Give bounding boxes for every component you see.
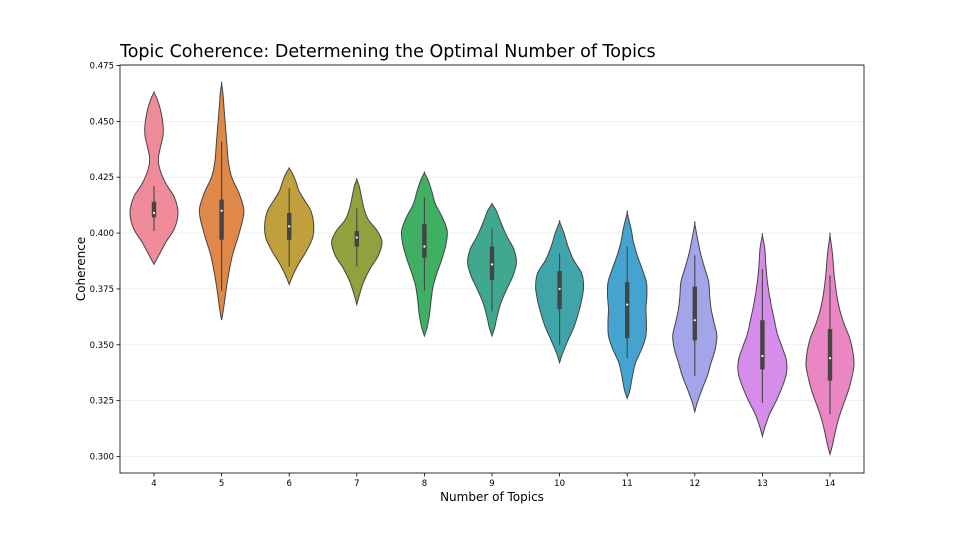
x-tick-label: 11 xyxy=(622,479,633,489)
y-tick-label: 0.350 xyxy=(90,341,114,351)
violin-median-point xyxy=(220,209,223,212)
y-axis-ticks: 0.300 0.325 0.350 0.375 0.400 0.425 0.450 0.475 xyxy=(90,62,120,463)
violin-10 xyxy=(535,220,585,365)
x-tick-label: 9 xyxy=(489,479,494,489)
x-tick-label: 10 xyxy=(554,479,565,489)
x-tick-label: 6 xyxy=(286,479,291,489)
violin-median-point xyxy=(693,319,696,322)
violin-7 xyxy=(331,178,383,307)
violin-median-point xyxy=(288,225,291,228)
violin-iqr-box xyxy=(219,199,224,240)
violin-6 xyxy=(264,167,315,286)
violin-body xyxy=(129,90,179,266)
x-tick-label: 5 xyxy=(219,479,224,489)
violin-iqr-box xyxy=(354,230,359,247)
y-tick-label: 0.400 xyxy=(90,229,114,239)
x-tick-label: 14 xyxy=(825,479,836,489)
violin-iqr-box xyxy=(692,286,697,341)
violin-12 xyxy=(672,221,718,414)
violin-iqr-box xyxy=(625,282,630,339)
violin-iqr-box xyxy=(827,329,833,381)
chart-title: Topic Coherence: Determening the Optimal… xyxy=(120,42,656,62)
violin-iqr-box xyxy=(151,201,157,218)
violin-13 xyxy=(737,233,788,439)
violin-11 xyxy=(606,210,648,401)
violin-median-point xyxy=(761,354,764,358)
violin-median-point xyxy=(626,303,629,306)
x-tick-label: 13 xyxy=(757,479,768,489)
violins xyxy=(129,81,855,457)
violin-iqr-box xyxy=(557,271,562,310)
y-tick-label: 0.300 xyxy=(90,453,114,463)
violin-median-point xyxy=(558,287,561,291)
violin-median-point xyxy=(423,245,426,248)
violin-median-point xyxy=(152,211,156,215)
violin-median-point xyxy=(828,357,832,360)
x-tick-label: 4 xyxy=(151,479,156,489)
violin-median-point xyxy=(355,236,358,239)
x-tick-label: 8 xyxy=(422,479,427,489)
violin-8 xyxy=(400,171,448,338)
y-axis-label: Coherence xyxy=(74,237,88,301)
x-axis-ticks: 4 5 6 7 8 9 10 11 12 13 14 xyxy=(151,473,835,489)
y-tick-label: 0.475 xyxy=(90,62,114,72)
x-tick-label: 7 xyxy=(354,479,359,489)
violin-9 xyxy=(467,202,517,338)
violin-iqr-box xyxy=(489,246,495,280)
y-tick-label: 0.450 xyxy=(90,117,114,127)
violin-median-point xyxy=(490,263,494,266)
x-axis-label: Number of Topics xyxy=(440,490,544,504)
y-tick-label: 0.375 xyxy=(90,285,114,295)
x-tick-label: 12 xyxy=(689,479,700,489)
y-tick-label: 0.325 xyxy=(90,397,114,407)
violin-iqr-box xyxy=(422,224,427,258)
violin-14 xyxy=(805,232,855,457)
y-tick-label: 0.425 xyxy=(90,173,114,183)
violin-iqr-box xyxy=(760,320,765,370)
violin-4 xyxy=(129,90,179,266)
violin-5 xyxy=(198,81,245,321)
